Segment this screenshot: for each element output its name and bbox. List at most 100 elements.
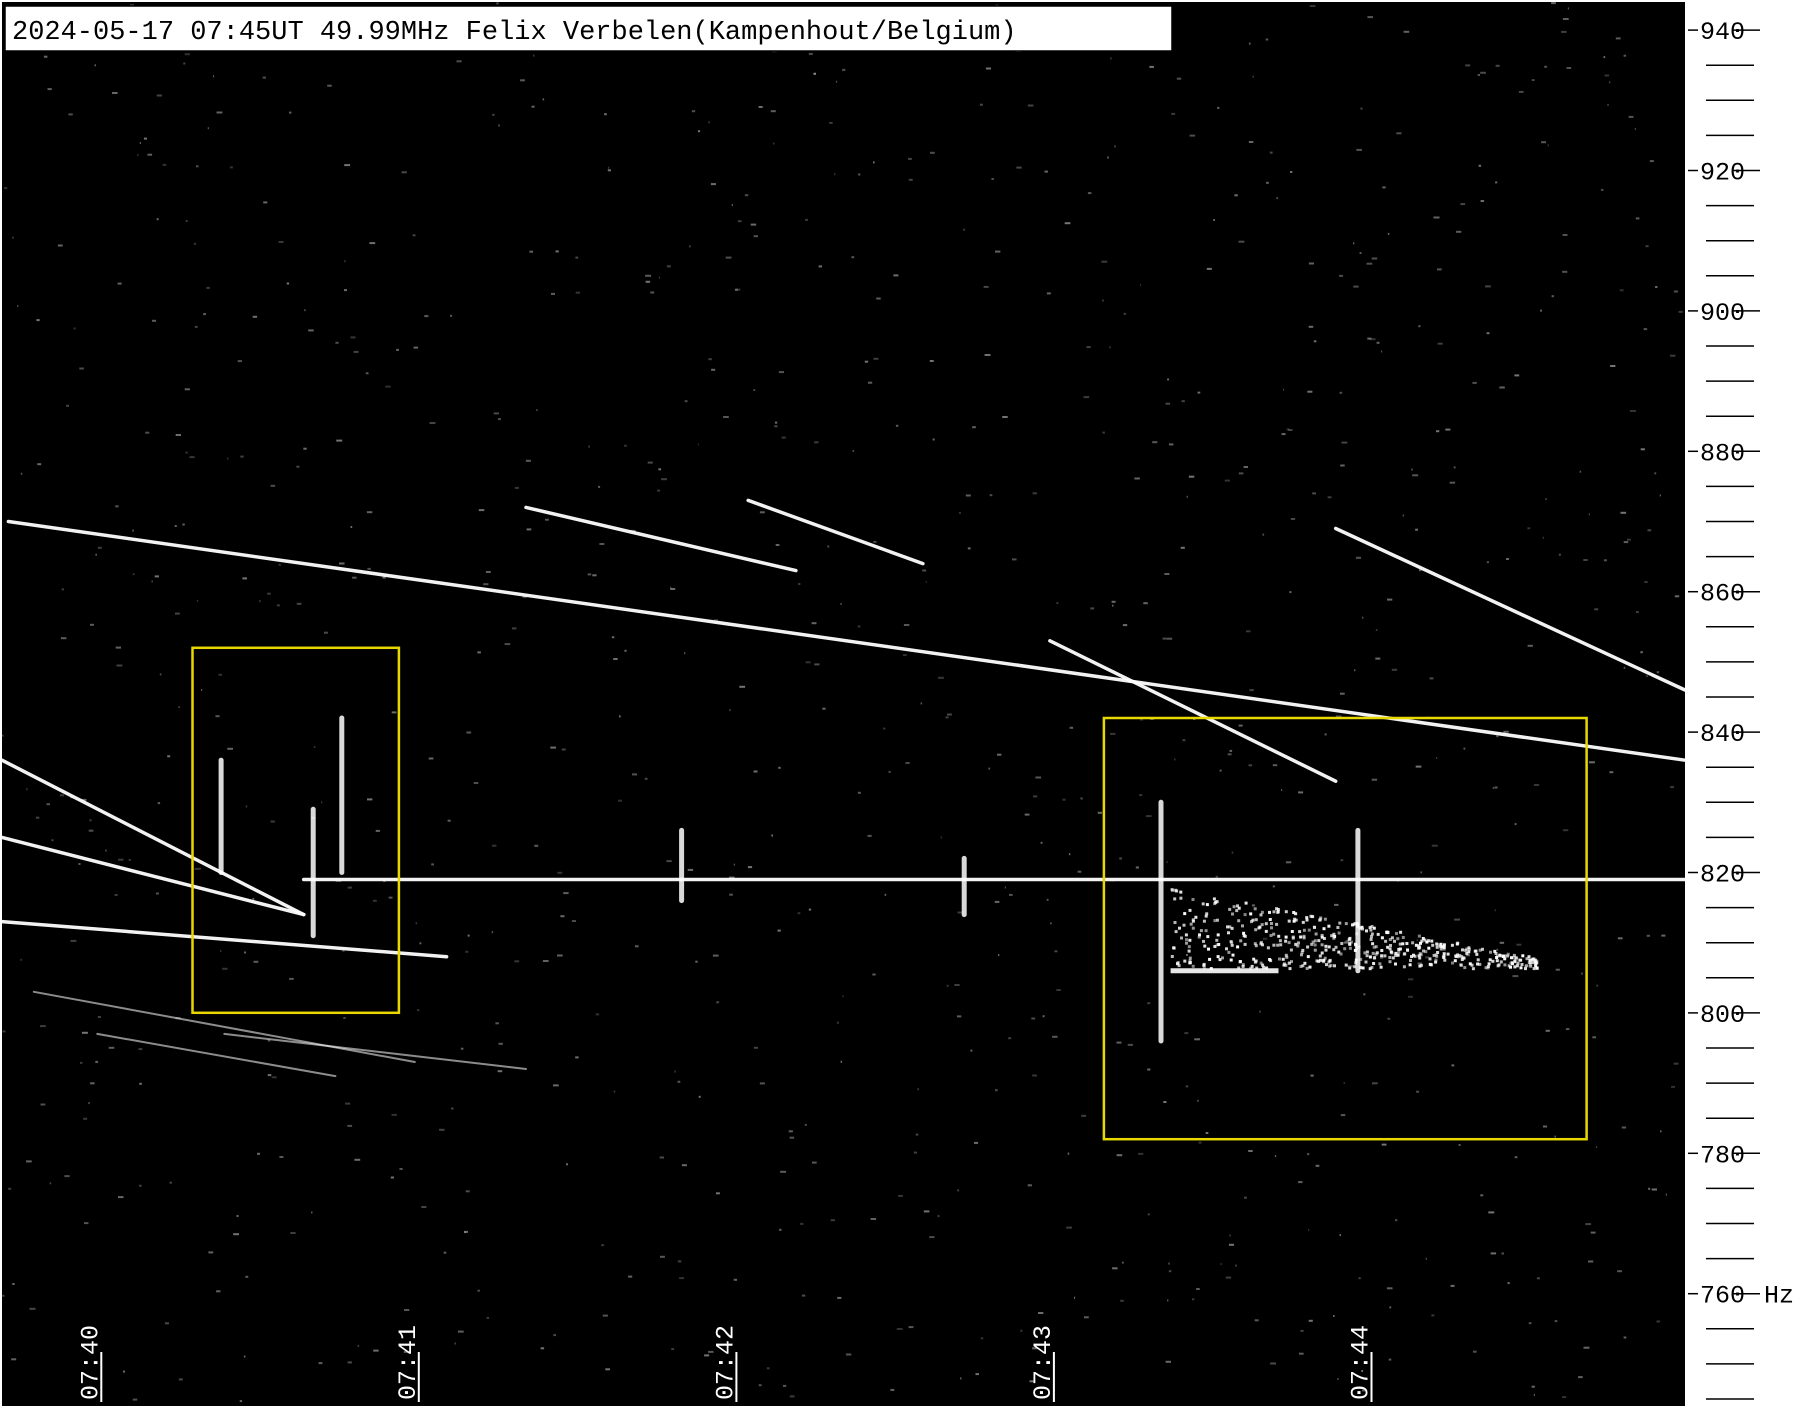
noise-speck bbox=[1634, 128, 1636, 130]
echo-speck bbox=[1301, 948, 1305, 952]
noise-speck bbox=[344, 260, 346, 263]
noise-speck bbox=[37, 463, 42, 466]
echo-speck bbox=[1510, 956, 1513, 960]
noise-speck bbox=[137, 154, 139, 156]
noise-speck bbox=[774, 425, 778, 428]
echo-speck bbox=[1389, 944, 1392, 947]
noise-speck bbox=[1554, 1135, 1556, 1138]
echo-speck bbox=[1230, 941, 1234, 945]
echo-speck bbox=[1201, 902, 1205, 906]
noise-speck bbox=[1310, 1074, 1314, 1077]
echo-speck bbox=[1519, 966, 1523, 970]
noise-speck bbox=[1244, 1196, 1247, 1199]
noise-speck bbox=[1387, 1017, 1391, 1020]
echo-speck bbox=[1311, 915, 1315, 919]
echo-speck bbox=[1213, 945, 1217, 948]
noise-speck bbox=[498, 418, 501, 421]
noise-speck bbox=[115, 505, 119, 508]
echo-speck bbox=[1294, 912, 1298, 916]
noise-speck bbox=[1494, 909, 1496, 912]
noise-speck bbox=[1540, 309, 1542, 312]
echo-speck bbox=[1299, 965, 1303, 968]
noise-speck bbox=[1198, 1141, 1202, 1144]
echo-speck bbox=[1272, 910, 1276, 914]
noise-speck bbox=[185, 220, 188, 222]
noise-speck bbox=[498, 1042, 503, 1045]
echo-speck bbox=[1493, 949, 1497, 953]
noise-speck bbox=[710, 183, 716, 186]
noise-speck bbox=[988, 767, 991, 770]
noise-speck bbox=[1512, 975, 1519, 978]
noise-speck bbox=[189, 456, 195, 459]
noise-speck bbox=[353, 350, 359, 353]
echo-speck bbox=[1359, 966, 1363, 970]
echo-speck bbox=[1272, 932, 1276, 936]
echo-speck bbox=[1216, 933, 1220, 937]
time-tick-label: 07:43 bbox=[1029, 1325, 1058, 1400]
echo-speck bbox=[1260, 923, 1264, 927]
trace-line bbox=[0, 835, 306, 917]
plot-area bbox=[2, 2, 1685, 1406]
noise-speck bbox=[1623, 1336, 1627, 1339]
noise-speck bbox=[203, 313, 206, 316]
noise-speck bbox=[1027, 104, 1034, 107]
noise-speck bbox=[753, 235, 758, 238]
echo-speck bbox=[1515, 964, 1519, 968]
echo-speck bbox=[1327, 945, 1331, 949]
noise-speck bbox=[1542, 1125, 1548, 1128]
noise-speck bbox=[1067, 1152, 1070, 1155]
noise-speck bbox=[403, 1350, 410, 1353]
noise-speck bbox=[1307, 1153, 1310, 1156]
echo-speck bbox=[1254, 959, 1258, 963]
echo-speck bbox=[1302, 934, 1306, 938]
noise-speck bbox=[1673, 1062, 1679, 1065]
echo-speck bbox=[1323, 917, 1327, 921]
noise-speck bbox=[1298, 1181, 1303, 1184]
noise-speck bbox=[147, 153, 153, 156]
noise-speck bbox=[1042, 1015, 1045, 1018]
noise-speck bbox=[352, 576, 357, 579]
noise-speck bbox=[2, 1294, 5, 1297]
noise-speck bbox=[774, 421, 778, 424]
echo-speck bbox=[1528, 958, 1532, 962]
noise-speck bbox=[12, 1283, 15, 1285]
noise-speck bbox=[339, 562, 345, 565]
noise-speck bbox=[994, 900, 1000, 903]
noise-speck bbox=[1589, 761, 1595, 764]
noise-speck bbox=[477, 1289, 480, 1292]
echo-speck bbox=[1454, 955, 1458, 958]
noise-speck bbox=[1458, 1144, 1461, 1146]
noise-speck bbox=[1460, 203, 1466, 206]
noise-speck bbox=[681, 1164, 687, 1167]
echo-speck bbox=[1418, 952, 1422, 956]
noise-speck bbox=[1176, 77, 1182, 80]
echo-speck bbox=[1532, 967, 1536, 971]
echo-speck bbox=[1414, 943, 1418, 947]
noise-speck bbox=[1396, 132, 1402, 135]
echo-speck bbox=[1324, 944, 1328, 948]
noise-speck bbox=[753, 770, 758, 773]
noise-speck bbox=[118, 1196, 124, 1199]
echo-speck bbox=[1322, 958, 1326, 962]
noise-speck bbox=[811, 622, 817, 625]
echo-speck bbox=[1372, 926, 1376, 930]
noise-speck bbox=[1192, 1298, 1195, 1301]
echo-speck bbox=[1474, 949, 1478, 953]
noise-speck bbox=[497, 1070, 503, 1073]
echo-speck bbox=[1459, 963, 1463, 967]
echo-speck bbox=[1535, 966, 1539, 970]
noise-speck bbox=[81, 798, 87, 801]
echo-speck bbox=[1188, 938, 1192, 942]
noise-speck bbox=[1012, 558, 1017, 561]
frequency-tick-label: 920 bbox=[1700, 159, 1745, 188]
noise-speck bbox=[95, 553, 97, 556]
noise-speck bbox=[1032, 1347, 1038, 1350]
echo-speck bbox=[1252, 957, 1256, 961]
echo-speck bbox=[1231, 912, 1234, 916]
noise-speck bbox=[1249, 689, 1254, 692]
noise-speck bbox=[1566, 67, 1572, 69]
noise-speck bbox=[1499, 386, 1505, 389]
noise-speck bbox=[1228, 1243, 1235, 1246]
echo-speck bbox=[1453, 959, 1457, 963]
noise-speck bbox=[729, 709, 731, 712]
